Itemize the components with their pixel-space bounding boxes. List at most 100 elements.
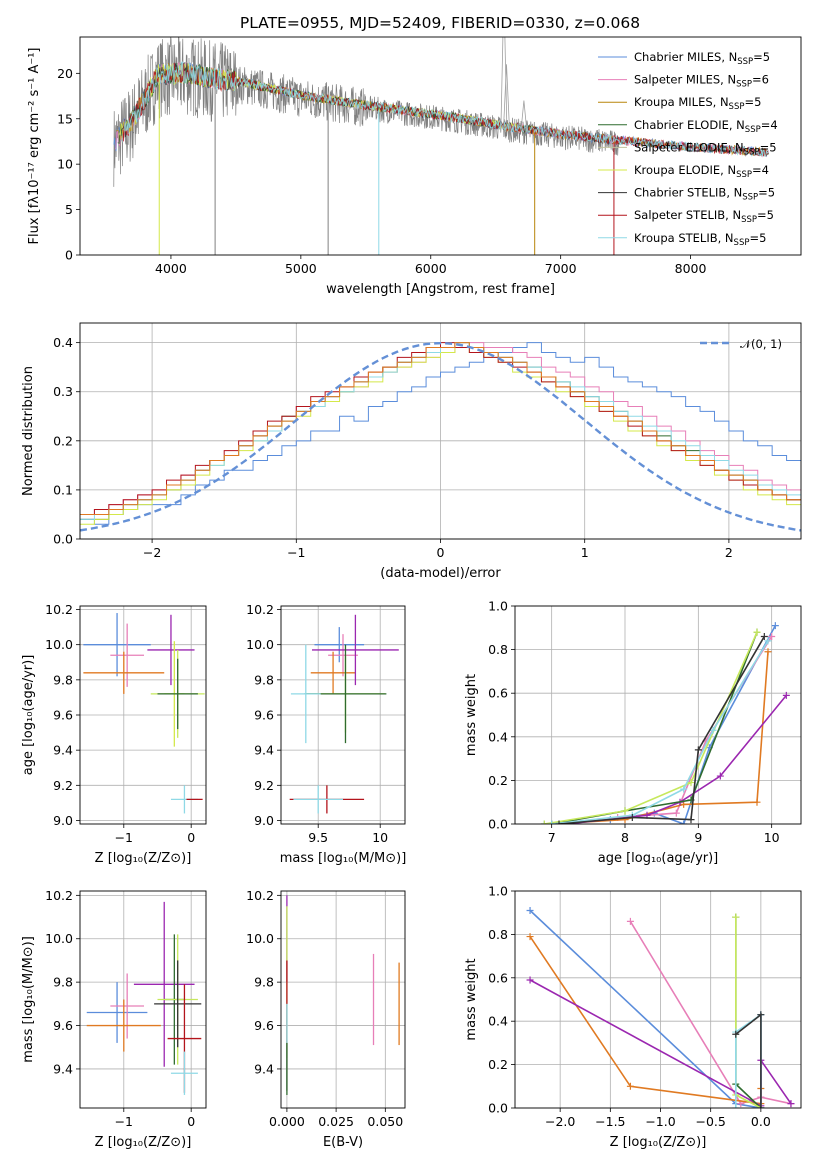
mass_vs_EBV-xtick-label: 0.025	[318, 1114, 354, 1129]
mass_vs_Z-xtick-label: 0	[187, 1114, 195, 1129]
emission-line	[503, 64, 510, 130]
data-marker	[626, 1082, 634, 1090]
data-marker	[621, 807, 629, 815]
age_vs_Z-panel: −1 0 9.0 9.2 9.4 9.6 9.8 10.0 10.2 Z [log₁₀(Z/Z⊙)…	[21, 602, 207, 866]
residual_histogram-ytick-label: 0.0	[53, 532, 73, 547]
mass_weight_vs_Z-ytick-label: 0.8	[488, 927, 508, 942]
mass_weight_vs_Z-xtick-label: −0.5	[696, 1114, 726, 1129]
data-marker	[768, 633, 776, 641]
data-marker	[672, 809, 680, 817]
histogram-series	[80, 342, 801, 515]
mass_weight_vs_Z-ytick-label: 0.2	[488, 1057, 508, 1072]
spectrum-ytick-label: 20	[57, 66, 73, 81]
mass_vs_EBV-frame	[280, 890, 406, 1109]
mass_vs_EBV-ytick-label: 9.6	[254, 1018, 274, 1033]
mass_vs_EBV-xlabel: E(B-V)	[323, 1135, 363, 1150]
mass_weight_vs_Z-panel: −2.0 −1.5 −1.0 −0.5 0.0 0.0 0.2 0.4 0.6 0.8 1.0 Z […	[464, 884, 802, 1150]
spectrum-xtick-label: 7000	[545, 261, 577, 276]
data-marker	[526, 907, 534, 915]
legend-entry-label: Kroupa ELODIE, NSSP=4	[634, 163, 769, 180]
data-marker	[787, 1100, 795, 1108]
mass_vs_EBV-ytick-label: 9.8	[254, 975, 274, 990]
age_vs_Z-ylabel: age [log₁₀(age/yr)]	[21, 655, 36, 776]
age_vs_Z-xtick-label: −1	[115, 830, 133, 845]
data-marker	[782, 691, 790, 699]
mass_weight_vs_Z-ylabel: mass weight	[464, 958, 479, 1040]
data-marker	[526, 933, 534, 941]
errorbar-point	[170, 1051, 198, 1095]
age_vs_Z-xlabel: Z [log₁₀(Z/Z⊙)]	[95, 851, 192, 866]
mass_vs_EBV-xtick-label: 0.000	[269, 1114, 305, 1129]
mass_vs_EBV-xtick-label: 0.050	[367, 1114, 403, 1129]
mass-weight-series	[562, 691, 790, 824]
mass_weight_vs_Z-xtick-label: −1.0	[645, 1114, 675, 1129]
age_vs_Z-ytick-label: 9.6	[53, 708, 73, 723]
mass_vs_EBV-ytick-label: 9.4	[254, 1061, 274, 1076]
spectrum-xtick-label: 5000	[285, 261, 317, 276]
errorbar-point	[86, 999, 161, 1052]
mass_weight_vs_age-ytick-label: 0.4	[488, 729, 508, 744]
mass-weight-series	[526, 933, 765, 1108]
mass-weight-series	[732, 1011, 765, 1108]
age_vs_mass-xtick-label: 9.5	[308, 830, 328, 845]
mass_weight_vs_Z-frame	[514, 890, 802, 1109]
mass_vs_Z-ytick-label: 10.2	[45, 888, 73, 903]
legend-entry-label: Chabrier MILES, NSSP=5	[634, 50, 770, 67]
mass_weight_vs_age-plot-area	[540, 622, 790, 824]
legend-entry-label: Kroupa MILES, NSSP=5	[634, 95, 761, 112]
mass-weight-series	[732, 913, 765, 1108]
residual_histogram-xtick-label: 0	[437, 545, 445, 560]
residual_histogram-xtick-label: 2	[725, 545, 733, 560]
mass_weight_vs_age-frame	[514, 605, 802, 825]
data-marker	[540, 820, 548, 824]
legend-entry-label: Kroupa STELIB, NSSP=5	[634, 231, 766, 248]
errorbar-point	[86, 982, 148, 1043]
data-marker	[680, 800, 688, 808]
data-marker	[764, 648, 772, 656]
emission-line	[520, 100, 528, 132]
mass_vs_EBV-panel: 0.000 0.025 0.050 9.4 9.6 9.8 10.0 10.2 E(B-V)	[246, 888, 406, 1150]
mass_weight_vs_Z-ytick-label: 1.0	[488, 884, 508, 899]
legend-entry-label: Salpeter ELODIE, NSSP=5	[634, 140, 777, 157]
residual_histogram-panel: −2 −1 0 1 2 0.0 0.1 0.2 0.3 0.4 (data-model)/error…	[21, 322, 802, 581]
data-marker	[764, 637, 772, 645]
data-marker	[709, 726, 717, 734]
errorbar-point	[293, 785, 343, 814]
data-marker	[687, 779, 695, 787]
mass_weight_vs_Z-xtick-label: −1.5	[595, 1114, 625, 1129]
residual_histogram-ytick-label: 0.3	[53, 384, 73, 399]
errorbar-point	[312, 614, 399, 686]
age_vs_mass-ytick-label: 9.2	[254, 778, 274, 793]
mass_vs_Z-plot-area	[86, 901, 202, 1095]
mass_weight_vs_age-xlabel: age [log₁₀(age/yr)]	[598, 851, 719, 866]
mass-weight-series	[555, 633, 768, 824]
mass_vs_EBV-ytick-label: 10.0	[246, 931, 274, 946]
residual_histogram-ytick-label: 0.2	[53, 433, 73, 448]
mass_weight_vs_Z-xtick-label: −2.0	[545, 1114, 575, 1129]
errorbar-point	[290, 644, 321, 744]
mass_weight_vs_age-xtick-label: 7	[548, 830, 556, 845]
data-marker	[680, 820, 688, 824]
errorbar-point	[83, 613, 151, 677]
residual_histogram-xtick-label: 1	[581, 545, 589, 560]
mass_vs_Z-ytick-label: 9.6	[53, 1018, 73, 1033]
data-marker	[680, 785, 688, 793]
legend-entry-label: Chabrier ELODIE, NSSP=4	[634, 118, 778, 135]
data-marker	[548, 820, 556, 824]
residual_histogram-xtick-label: −1	[287, 545, 305, 560]
age_vs_mass-ytick-label: 9.4	[254, 743, 274, 758]
age_vs_Z-ytick-label: 9.4	[53, 743, 73, 758]
data-marker	[526, 976, 534, 984]
age_vs_Z-ytick-label: 10.2	[45, 602, 73, 617]
data-marker	[753, 798, 761, 806]
data-marker	[757, 1104, 765, 1108]
spectrum-plot-area	[113, 37, 769, 255]
mass_vs_Z-ytick-label: 10.0	[45, 931, 73, 946]
mass_vs_Z-frame	[79, 890, 207, 1109]
errorbar-point	[110, 623, 145, 687]
errorbar-point	[133, 901, 195, 1067]
residual_histogram-xtick-label: −2	[143, 545, 161, 560]
mass_weight_vs_Z-ytick-label: 0.0	[488, 1101, 508, 1116]
mass_weight_vs_age-ytick-label: 1.0	[488, 599, 508, 614]
